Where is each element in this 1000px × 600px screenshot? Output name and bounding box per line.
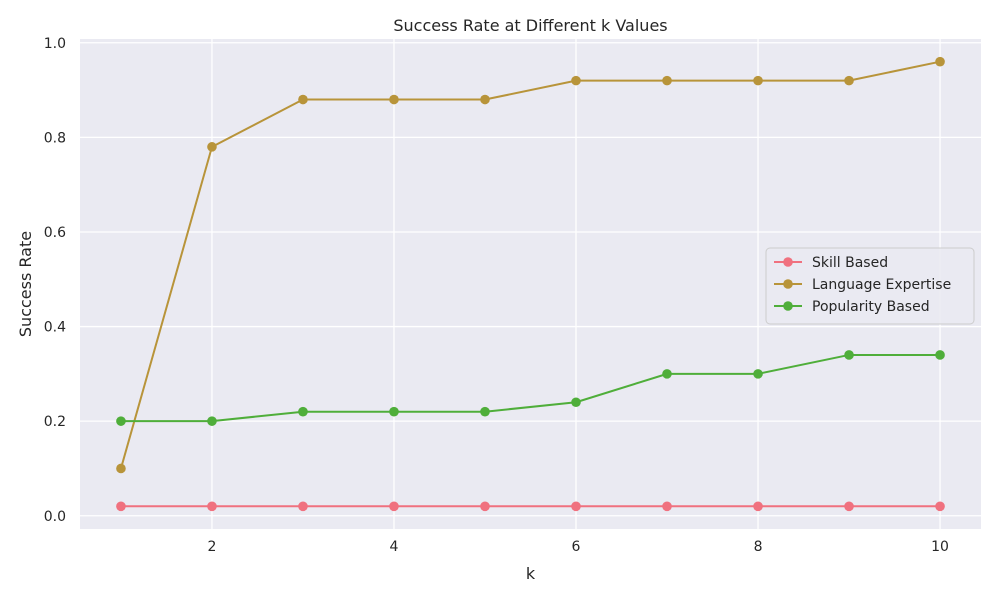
x-axis-title: k [526,564,536,583]
x-tick-label: 4 [390,539,399,555]
data-point [207,142,217,152]
chart-title: Success Rate at Different k Values [393,16,667,35]
y-tick-label: 0.4 [44,320,66,336]
legend-swatch-marker [783,279,793,289]
data-point [389,406,399,417]
series-layer [116,56,945,512]
data-point [571,75,581,86]
data-point [389,501,399,512]
data-point [298,406,308,417]
data-point [844,75,854,86]
y-tick-label: 0.8 [44,130,66,146]
legend-item: Popularity Based [774,299,930,315]
legend-item: Skill Based [774,255,888,271]
y-axis-title: Success Rate [16,231,35,337]
data-point [935,501,945,512]
legend-label: Popularity Based [812,299,930,315]
legend-label: Skill Based [812,255,888,271]
legend: Skill Based Language Expertise Popularity … [765,247,975,325]
data-point [935,350,945,360]
series-line [120,353,941,423]
x-tick-label: 2 [208,539,217,555]
tick-labels: 2 4 6 8 10 0.0 0.2 0.4 0.6 0.8 1.0 [44,36,949,555]
data-point [844,501,854,512]
data-point [480,501,490,512]
legend-label: Language Expertise [812,277,951,293]
data-point [116,501,126,512]
y-tick-label: 0.2 [44,414,66,430]
data-point [571,397,581,408]
y-tick-label: 0.0 [44,509,66,525]
data-point [389,94,399,105]
data-point [298,94,308,105]
legend-item: Language Expertise [774,277,951,293]
series-language-expertise [116,56,945,474]
data-point [935,56,945,67]
data-point [207,501,217,512]
y-tick-label: 0.6 [44,225,66,241]
data-point [480,406,490,417]
x-tick-label: 10 [931,539,949,555]
legend-box [765,247,975,325]
x-tick-label: 6 [572,539,581,555]
y-tick-label: 1.0 [44,36,66,52]
series-popularity-based [116,350,945,426]
data-point [116,463,126,474]
legend-swatch-marker [783,257,793,267]
data-point [753,75,763,86]
data-point [662,75,672,86]
legend-swatch-marker [783,301,793,311]
data-point [298,501,308,512]
data-point [571,501,581,512]
data-point [844,350,854,360]
series-skill-based [116,501,945,512]
x-tick-label: 8 [754,539,763,555]
data-point [207,416,217,426]
data-point [116,416,126,426]
data-point [753,369,763,379]
data-point [662,369,672,379]
data-point [753,501,763,512]
data-point [662,501,672,512]
data-point [480,94,490,105]
series-line [119,60,941,469]
